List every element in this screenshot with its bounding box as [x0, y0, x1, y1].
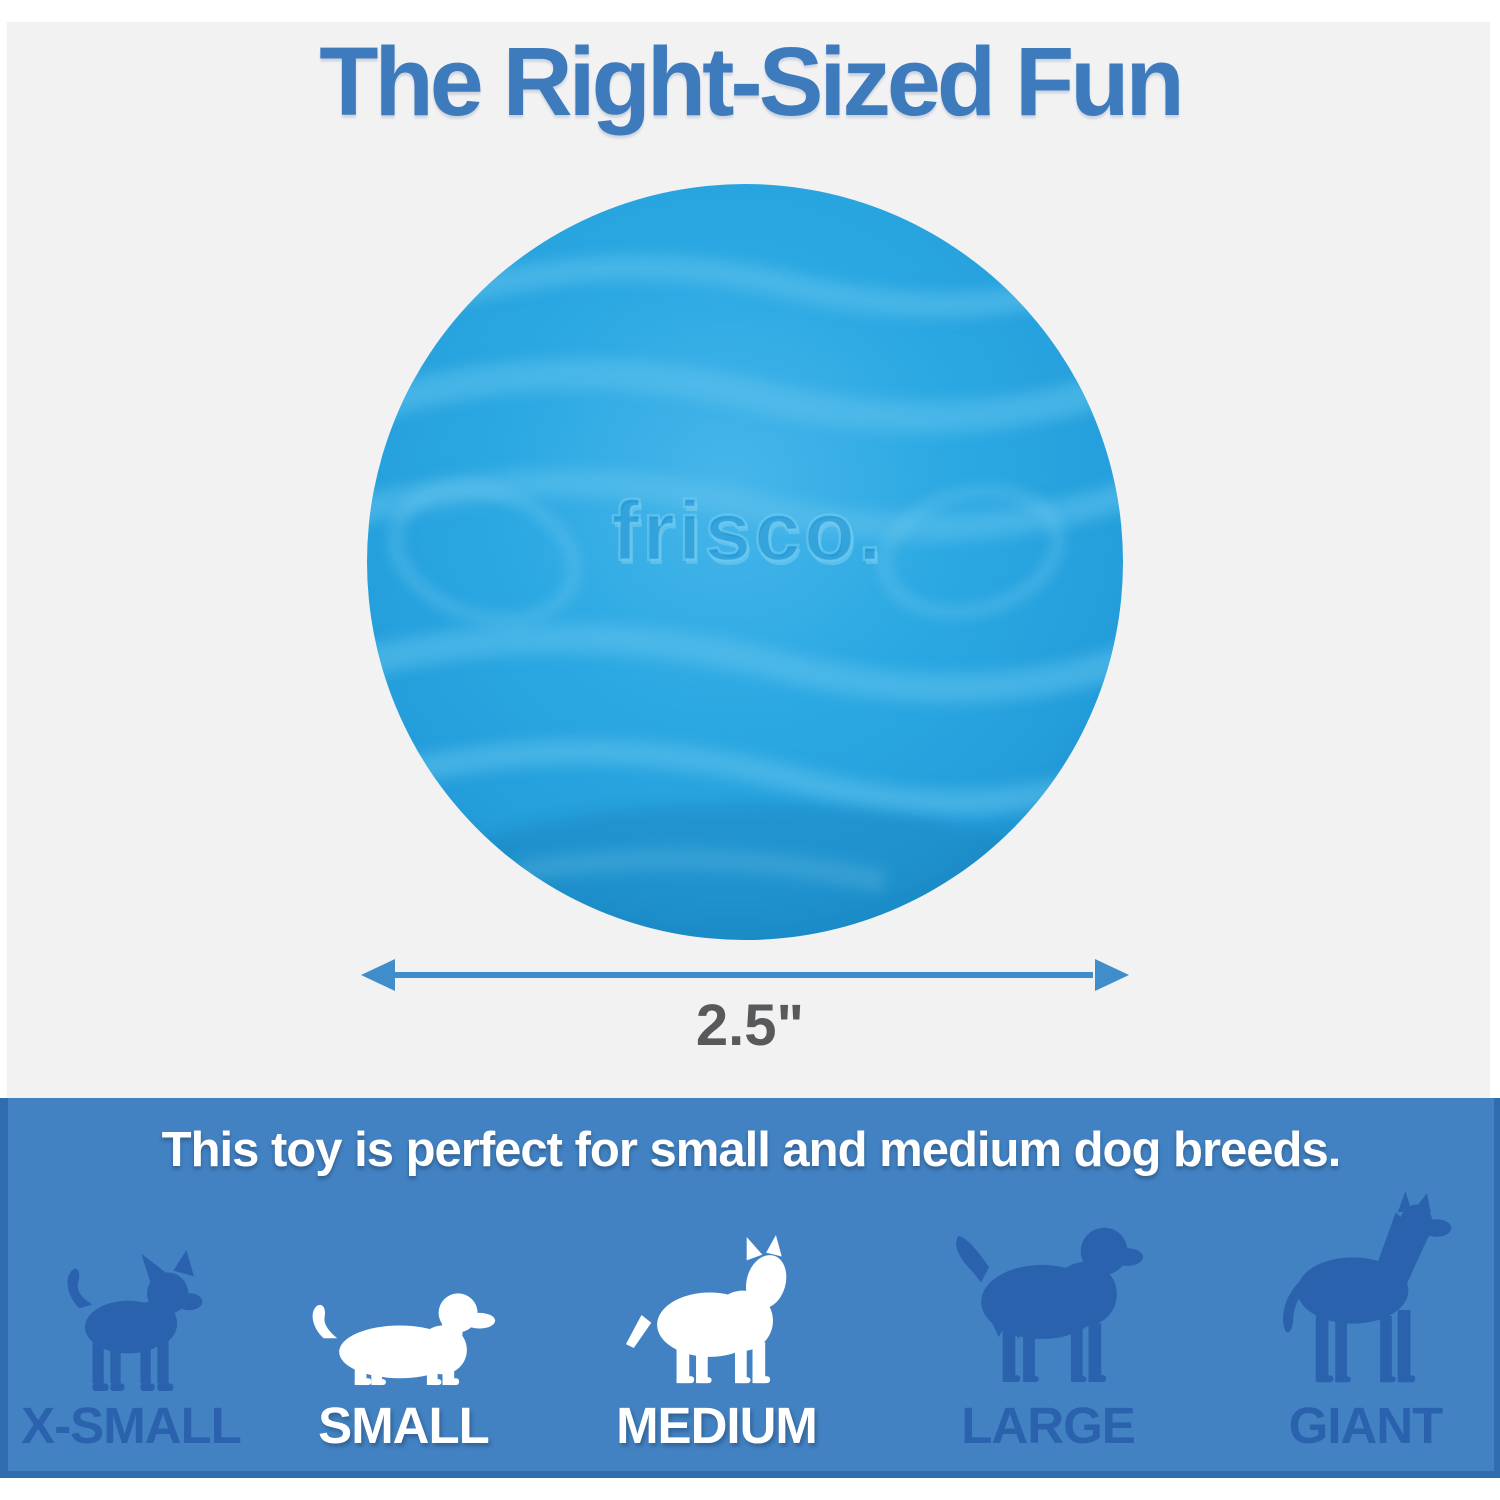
arrowhead-right-icon [1095, 959, 1129, 991]
arrow-line [391, 972, 1093, 978]
product-ball-image: frisco. frisco. [365, 182, 1125, 942]
size-item-large: LARGE [933, 1210, 1163, 1453]
size-label: SMALL [318, 1397, 490, 1455]
bull-terrier-icon [625, 1235, 787, 1384]
arrowhead-left-icon [361, 959, 395, 991]
diameter-label: 2.5" [695, 993, 805, 1058]
size-label: GIANT [1288, 1397, 1444, 1455]
frisco-logo-text: frisco. [611, 484, 884, 578]
size-label: MEDIUM [616, 1397, 818, 1455]
size-item-giant: GIANT [1248, 1191, 1483, 1453]
ball-side-dents [390, 483, 1063, 625]
size-item-medium: MEDIUM [604, 1235, 829, 1453]
dachshund-icon [312, 1293, 496, 1386]
size-item-small: SMALL [301, 1264, 506, 1453]
ball-graphic: frisco. frisco. [367, 184, 1123, 940]
size-label: LARGE [961, 1397, 1135, 1455]
size-label: X-SMALL [21, 1397, 242, 1455]
size-banner: This toy is perfect for small and medium… [0, 1098, 1500, 1478]
frisco-logo-emboss-highlight: frisco. [613, 488, 886, 582]
banner-message: This toy is perfect for small and medium… [161, 1123, 1342, 1177]
page-title: The Right-Sized Fun [319, 27, 1185, 136]
size-item-xsmall: X-SMALL [16, 1250, 246, 1453]
chihuahua-icon [67, 1250, 203, 1392]
golden-retriever-icon [955, 1228, 1143, 1383]
great-dane-icon [1283, 1191, 1452, 1383]
